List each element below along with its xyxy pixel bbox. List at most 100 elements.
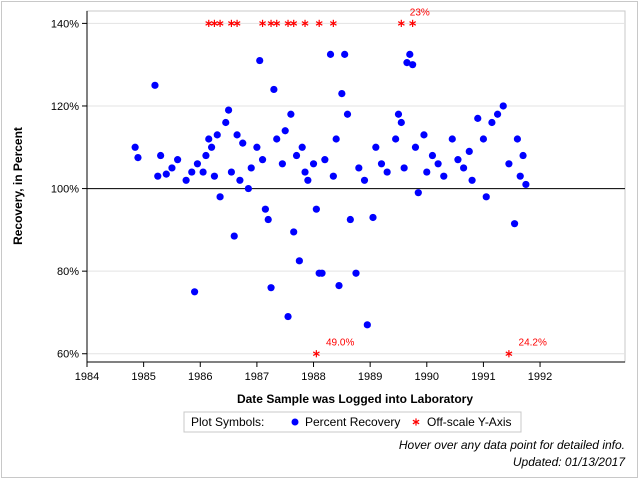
- data-point[interactable]: [264, 215, 272, 224]
- offscale-point[interactable]: [210, 19, 218, 27]
- data-point[interactable]: [397, 118, 405, 127]
- offscale-point[interactable]: [312, 350, 320, 358]
- data-point[interactable]: [290, 228, 298, 236]
- data-point[interactable]: [256, 56, 264, 65]
- data-point[interactable]: [210, 172, 219, 180]
- data-point[interactable]: [513, 135, 522, 143]
- data-point[interactable]: [400, 164, 408, 172]
- data-point[interactable]: [236, 176, 244, 184]
- data-point[interactable]: [510, 220, 519, 228]
- data-point[interactable]: [295, 257, 303, 265]
- data-point[interactable]: [465, 147, 473, 155]
- data-point[interactable]: [261, 205, 269, 213]
- data-point[interactable]: [230, 232, 238, 240]
- data-point[interactable]: [516, 172, 524, 180]
- data-point[interactable]: [505, 160, 513, 168]
- data-point[interactable]: [468, 176, 476, 184]
- data-point[interactable]: [273, 135, 281, 143]
- offscale-point[interactable]: [267, 19, 275, 27]
- data-point[interactable]: [284, 312, 292, 321]
- data-point[interactable]: [335, 282, 343, 290]
- data-point[interactable]: [227, 168, 236, 176]
- data-point[interactable]: [162, 170, 170, 178]
- data-point[interactable]: [168, 164, 176, 172]
- data-point[interactable]: [188, 168, 196, 176]
- data-point[interactable]: [377, 160, 386, 168]
- offscale-point[interactable]: [284, 19, 292, 27]
- data-point[interactable]: [193, 160, 202, 168]
- offscale-point[interactable]: [290, 19, 298, 27]
- offscale-point[interactable]: [227, 19, 235, 27]
- data-point[interactable]: [199, 168, 207, 176]
- data-point[interactable]: [191, 288, 199, 296]
- data-point[interactable]: [363, 321, 371, 329]
- legend-asterisk-glyph[interactable]: [412, 418, 420, 426]
- data-point[interactable]: [394, 110, 403, 118]
- data-point[interactable]: [309, 160, 318, 168]
- data-point[interactable]: [448, 135, 456, 143]
- data-point[interactable]: [312, 205, 320, 213]
- data-point[interactable]: [213, 131, 221, 139]
- data-point[interactable]: [434, 160, 442, 168]
- data-point[interactable]: [216, 193, 224, 201]
- data-point[interactable]: [383, 168, 391, 176]
- data-point[interactable]: [493, 110, 502, 118]
- data-point[interactable]: [332, 135, 340, 143]
- data-point[interactable]: [205, 135, 213, 143]
- data-point[interactable]: [488, 118, 496, 127]
- data-point[interactable]: [428, 151, 437, 160]
- data-point[interactable]: [372, 143, 380, 151]
- data-point[interactable]: [224, 106, 233, 114]
- offscale-point[interactable]: [233, 19, 241, 27]
- data-point[interactable]: [519, 151, 527, 160]
- data-point[interactable]: [233, 131, 241, 139]
- offscale-point[interactable]: [315, 19, 323, 27]
- data-point[interactable]: [258, 156, 267, 164]
- data-point[interactable]: [352, 269, 360, 277]
- data-point[interactable]: [318, 269, 326, 277]
- offscale-point[interactable]: [205, 19, 213, 27]
- offscale-point[interactable]: [409, 19, 417, 27]
- data-point[interactable]: [247, 164, 255, 172]
- data-point[interactable]: [222, 118, 230, 127]
- data-point[interactable]: [406, 50, 414, 58]
- data-point[interactable]: [343, 110, 352, 118]
- data-point[interactable]: [420, 131, 428, 139]
- data-point[interactable]: [326, 50, 335, 58]
- data-point[interactable]: [301, 168, 309, 176]
- data-point[interactable]: [454, 156, 462, 164]
- data-point[interactable]: [174, 156, 182, 164]
- offscale-point[interactable]: [329, 19, 337, 27]
- offscale-point[interactable]: [301, 19, 309, 27]
- offscale-point[interactable]: [259, 19, 266, 27]
- offscale-point[interactable]: [397, 19, 405, 27]
- data-point[interactable]: [411, 143, 420, 151]
- data-point[interactable]: [151, 81, 159, 89]
- data-point[interactable]: [321, 156, 329, 164]
- data-point[interactable]: [392, 135, 400, 143]
- data-point[interactable]: [298, 143, 306, 151]
- data-point[interactable]: [440, 172, 448, 180]
- data-point[interactable]: [281, 127, 289, 135]
- data-point[interactable]: [157, 151, 165, 160]
- data-point[interactable]: [479, 135, 488, 143]
- data-point[interactable]: [369, 213, 377, 222]
- offscale-point[interactable]: [505, 350, 513, 358]
- data-point[interactable]: [131, 143, 139, 151]
- data-point[interactable]: [482, 193, 490, 201]
- data-point[interactable]: [267, 284, 275, 292]
- data-point[interactable]: [341, 50, 349, 58]
- data-point[interactable]: [414, 189, 422, 197]
- data-point[interactable]: [134, 153, 142, 162]
- data-point[interactable]: [182, 176, 190, 184]
- data-point[interactable]: [499, 102, 507, 110]
- data-point[interactable]: [423, 168, 431, 176]
- data-point[interactable]: [270, 85, 278, 94]
- data-point[interactable]: [202, 151, 210, 160]
- data-point[interactable]: [287, 110, 295, 118]
- offscale-point[interactable]: [273, 19, 281, 27]
- data-point[interactable]: [207, 143, 216, 151]
- data-point[interactable]: [346, 215, 354, 224]
- data-point[interactable]: [154, 172, 162, 180]
- data-point[interactable]: [253, 143, 261, 151]
